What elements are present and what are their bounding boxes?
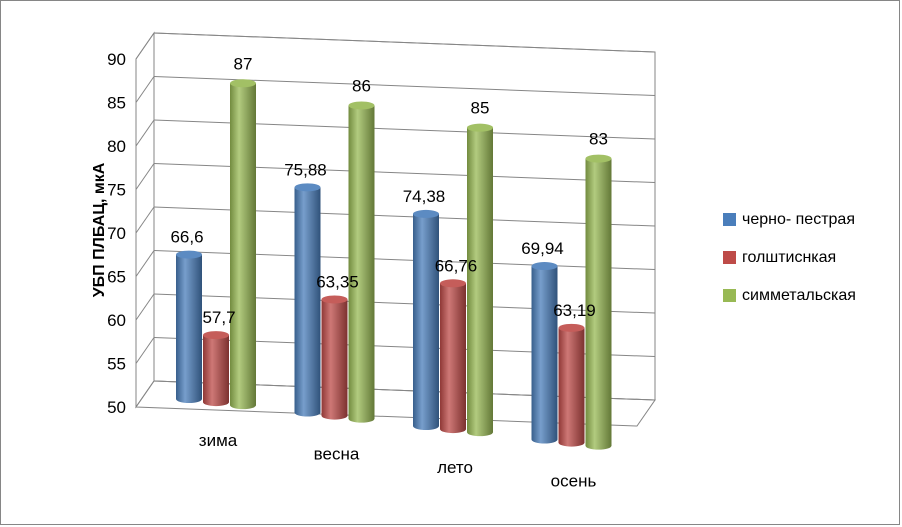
data-label: 83 [589, 130, 608, 149]
bar-top [294, 183, 321, 192]
y-tick-label: 85 [107, 94, 126, 113]
bar-top [558, 323, 585, 332]
bar [348, 105, 375, 423]
bar [294, 187, 321, 417]
data-label: 66,76 [435, 256, 478, 275]
bars [176, 79, 612, 450]
bar-top [321, 295, 348, 304]
bar-top [203, 331, 229, 340]
category-label: лето [437, 458, 473, 477]
side-gridline [135, 76, 155, 103]
data-labels: 66,6 57,7 87 75,88 63,35 86 74,38 66,76 85 69,94 6… [170, 54, 608, 327]
data-label: 63,35 [316, 272, 359, 291]
legend: черно- пестрая голштиснкая симметальская [723, 211, 856, 304]
data-label: 85 [471, 99, 490, 118]
bar-top [440, 279, 466, 288]
legend-swatch [723, 289, 736, 302]
category-label: весна [314, 445, 360, 464]
bar-top [348, 101, 375, 110]
bar [558, 327, 585, 447]
y-axis-title: УБП ПЛБАЦ, мкА [91, 162, 108, 297]
category-labels: зима весна лето осень [199, 431, 597, 491]
category-label: осень [551, 472, 597, 491]
side-gridline [135, 206, 155, 234]
legend-label: черно- пестрая [742, 211, 855, 228]
side-gridline [135, 250, 155, 277]
y-tick-label: 70 [107, 224, 126, 243]
y-tick-label: 75 [107, 181, 126, 200]
data-label: 74,38 [403, 187, 446, 206]
y-tick-label: 80 [107, 137, 126, 156]
legend-label: симметальская [742, 287, 856, 304]
side-gridline [135, 293, 155, 321]
legend-swatch [723, 213, 736, 226]
bar-top [467, 123, 493, 132]
y-tick-label: 65 [107, 268, 126, 287]
bar [585, 158, 612, 450]
y-tick-label: 60 [107, 311, 126, 330]
side-gridline [135, 380, 155, 408]
bar-top [531, 262, 558, 271]
bar [176, 254, 202, 403]
data-label: 63,19 [553, 301, 596, 320]
data-label: 69,94 [521, 239, 564, 258]
bar [467, 127, 493, 437]
bar [321, 299, 348, 420]
gridline [153, 32, 656, 53]
bar [531, 266, 558, 444]
data-label: 66,6 [170, 228, 203, 247]
y-tick-label: 50 [107, 398, 126, 417]
bar [230, 83, 256, 410]
y-axis-ticks: 50 55 60 65 70 75 80 85 90 [107, 50, 126, 417]
side-gridline [135, 163, 155, 190]
bar-top [585, 154, 612, 163]
bar [440, 283, 466, 434]
bar-top [230, 79, 256, 88]
y-tick-label: 90 [107, 50, 126, 69]
bar [413, 213, 439, 431]
side-gridline [135, 337, 155, 364]
data-label: 86 [352, 76, 371, 95]
side-gridline [135, 119, 155, 147]
y-tick-label: 55 [107, 355, 126, 374]
data-label: 75,88 [284, 160, 327, 179]
bar-top [176, 250, 202, 259]
side-gridline [135, 32, 155, 60]
category-label: зима [199, 431, 238, 450]
legend-swatch [723, 251, 736, 264]
bar-top [413, 209, 439, 218]
data-label: 87 [234, 54, 253, 73]
data-label: 57,7 [202, 308, 235, 327]
bar [203, 335, 229, 407]
legend-label: голштиснкая [742, 249, 836, 266]
